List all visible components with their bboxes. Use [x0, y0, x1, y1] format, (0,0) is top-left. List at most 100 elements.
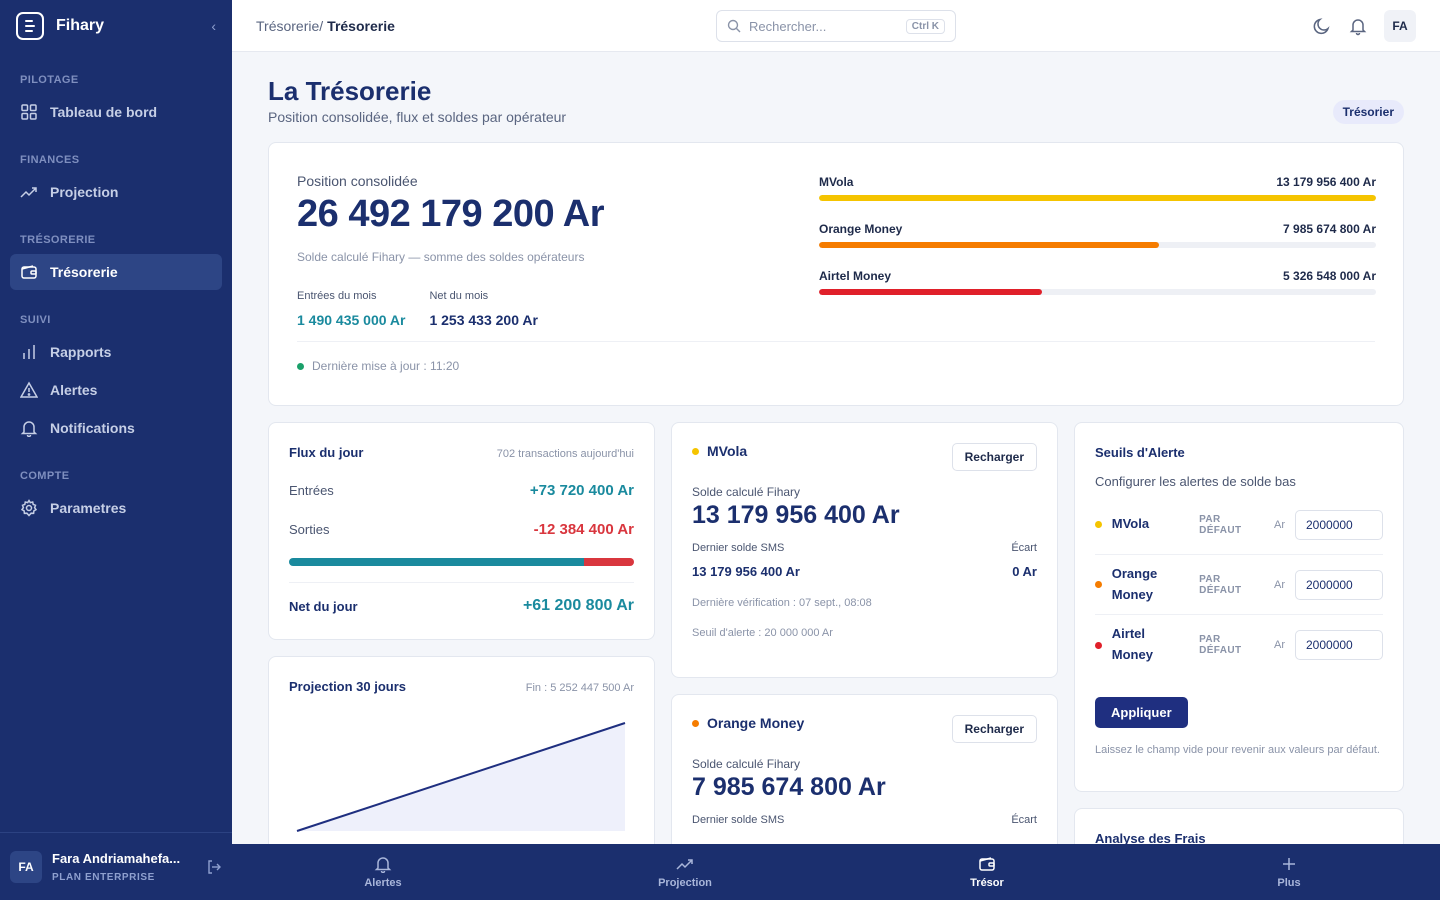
sidebar-item-projection[interactable]: Projection	[10, 174, 222, 210]
gap-label: Écart	[1011, 814, 1037, 826]
flux-card: Flux du jour 702 transactions aujourd'hu…	[268, 422, 655, 640]
position-kpis: Entrées du mois 1 490 435 000 Ar Net du …	[297, 290, 1375, 328]
collapse-sidebar-icon[interactable]: ‹	[211, 18, 216, 34]
threshold-row: MVola PAR DÉFAUT Ar	[1095, 495, 1383, 555]
threshold-input[interactable]	[1295, 630, 1383, 660]
bottom-nav-plus[interactable]: Plus	[1138, 844, 1440, 900]
bottom-nav-label: Alertes	[364, 877, 402, 889]
breadcrumb-current: Trésorerie	[327, 17, 395, 34]
kpi-entries: Entrées du mois 1 490 435 000 Ar	[297, 290, 405, 328]
threshold-input[interactable]	[1295, 569, 1383, 600]
wallet-icon	[21, 265, 37, 279]
search-shortcut: Ctrl K	[905, 18, 945, 34]
operator-dot	[692, 447, 699, 455]
sidebar: Fihary ‹ PILOTAGE Tableau de bord FINANC…	[0, 0, 232, 900]
nav-section-finances: FINANCES	[20, 154, 80, 166]
net-value: +61 200 800 Ar	[522, 597, 634, 614]
hint-text: Laissez le champ vide pour revenir aux v…	[1095, 744, 1380, 756]
bottom-nav-alertes[interactable]: Alertes	[232, 844, 534, 900]
recharge-button[interactable]: Recharger	[951, 715, 1037, 743]
topbar: Trésorerie/Trésorerie Rechercher... Ctrl…	[232, 0, 1440, 52]
sms-label: Dernier solde SMS	[692, 542, 785, 554]
operator-name: MVola	[1111, 516, 1150, 532]
bottom-nav-projection[interactable]: Projection	[534, 844, 836, 900]
flux-split-bar	[289, 558, 634, 566]
projection-chart	[296, 722, 626, 832]
threshold-input[interactable]	[1295, 509, 1383, 540]
flux-in-label: Entrées	[289, 483, 334, 498]
sms-label: Dernier solde SMS	[692, 814, 785, 826]
position-note: Solde calculé Fihary — somme des soldes …	[297, 250, 585, 264]
last-update: Dernière mise à jour : 11:20	[297, 359, 459, 373]
flux-in-fill	[289, 558, 585, 566]
threshold-row: Airtel Money PAR DÉFAUT Ar	[1095, 615, 1383, 675]
gap-label: Écart	[1011, 542, 1037, 554]
sidebar-item-label: Rapports	[50, 344, 112, 360]
bar-track	[819, 242, 1376, 248]
sidebar-item-tableau-de-bord[interactable]: Tableau de bord	[10, 94, 222, 130]
app-name: Fihary	[56, 17, 105, 34]
operator-name: Airtel Money	[819, 269, 892, 283]
moon-icon[interactable]	[1312, 16, 1332, 36]
avatar[interactable]: FA	[1384, 10, 1416, 42]
position-card: Position consolidée 26 492 179 200 Ar So…	[268, 142, 1404, 406]
operator-card-mvola: MVola Recharger Solde calculé Fihary 13 …	[671, 422, 1058, 678]
calc-label: Solde calculé Fihary	[692, 485, 801, 499]
bar-chart-icon	[23, 345, 35, 359]
operator-name: MVola	[707, 443, 748, 459]
kpi-label: Net du mois	[429, 290, 489, 302]
grid-icon	[21, 104, 37, 120]
operator-amount: 7 985 674 800 Ar	[1283, 222, 1376, 236]
sidebar-item-notifications[interactable]: Notifications	[10, 410, 222, 446]
position-total: 26 492 179 200 Ar	[297, 193, 605, 235]
bottom-nav: Alertes Projection Trésor Plus	[232, 844, 1440, 900]
search-placeholder: Rechercher...	[749, 18, 827, 34]
operator-name: Orange Money	[707, 715, 805, 731]
default-badge: PAR DÉFAUT	[1199, 573, 1242, 596]
flux-out-row: Sorties -12 384 400 Ar	[289, 521, 634, 538]
sidebar-item-alertes[interactable]: Alertes	[10, 372, 222, 408]
sms-grid: Dernier solde SMS Écart	[692, 814, 1037, 826]
currency: Ar	[1274, 639, 1285, 651]
operator-dot	[1095, 641, 1102, 649]
kpi-net: Net du mois 1 253 433 200 Ar	[429, 290, 537, 328]
default-badge: PAR DÉFAUT	[1199, 513, 1242, 536]
kpi-value: 1 253 433 200 Ar	[429, 312, 538, 328]
transactions-count: 702 transactions aujourd'hui	[496, 448, 634, 460]
logout-icon[interactable]	[206, 859, 222, 875]
bell-icon[interactable]	[1348, 16, 1368, 36]
flux-out-label: Sorties	[289, 522, 330, 537]
top-actions: FA	[1312, 10, 1416, 42]
operator-dot	[1095, 521, 1102, 528]
operator-name: MVola	[819, 175, 854, 189]
calc-value: 7 985 674 800 Ar	[692, 773, 886, 801]
calc-value: 13 179 956 400 Ar	[692, 501, 900, 529]
role-badge: Trésorier	[1332, 100, 1404, 124]
recharge-button[interactable]: Recharger	[951, 443, 1037, 471]
user-profile[interactable]: FA Fara Andriamahefa... PLAN ENTERPRISE	[0, 832, 232, 900]
flux-in-value: +73 720 400 Ar	[529, 482, 634, 499]
last-update-text: Dernière mise à jour : 11:20	[312, 359, 460, 373]
search-input[interactable]: Rechercher... Ctrl K	[716, 10, 956, 42]
bottom-nav-label: Plus	[1277, 877, 1301, 889]
sidebar-item-tresorerie[interactable]: Trésorerie	[10, 254, 222, 290]
bottom-nav-tresor[interactable]: Trésor	[836, 844, 1138, 900]
threshold-list: MVola PAR DÉFAUT Ar Orange Money PAR DÉF…	[1095, 495, 1383, 675]
projection-line	[296, 722, 626, 832]
sidebar-item-label: Trésorerie	[50, 264, 118, 280]
main-content: La Trésorerie Position consolidée, flux …	[268, 52, 1404, 898]
nav-section-pilotage: PILOTAGE	[20, 74, 79, 86]
kpi-label: Entrées du mois	[297, 290, 377, 302]
nav-section-tresorerie: TRÉSORERIE	[20, 234, 96, 246]
net-label: Net du jour	[289, 598, 358, 614]
trend-icon	[676, 859, 693, 870]
sidebar-item-parametres[interactable]: Parametres	[10, 490, 222, 526]
sidebar-item-label: Alertes	[50, 382, 98, 398]
bell-icon	[374, 857, 392, 873]
bottom-nav-label: Trésor	[970, 877, 1004, 889]
apply-button[interactable]: Appliquer	[1095, 697, 1188, 728]
sidebar-item-rapports[interactable]: Rapports	[10, 334, 222, 370]
flux-in-row: Entrées +73 720 400 Ar	[289, 482, 634, 499]
gear-icon	[20, 499, 38, 517]
breadcrumb-parent[interactable]: Trésorerie/	[256, 17, 324, 34]
